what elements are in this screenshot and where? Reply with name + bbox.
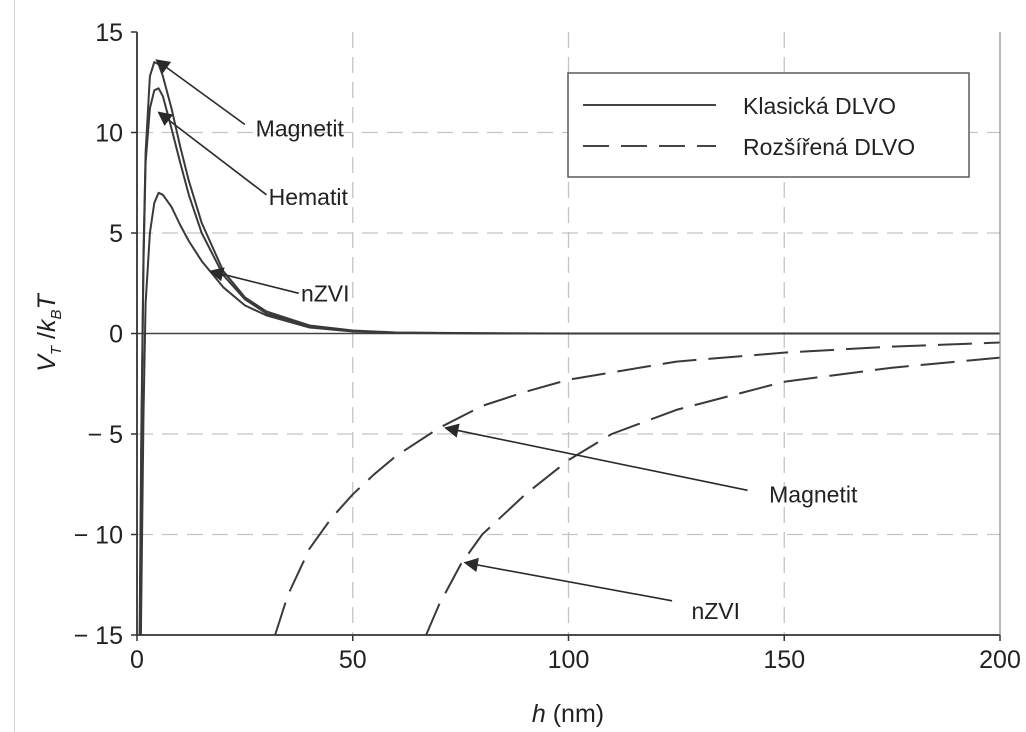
y-axis-label: VT /kBT	[33, 293, 65, 372]
annotation-arrow	[157, 111, 267, 196]
y-tick-label: 15	[95, 19, 123, 47]
x-tick-label: 100	[548, 646, 590, 674]
axes	[131, 31, 1001, 641]
annotation-arrow	[444, 423, 748, 492]
x-tick-label: 200	[979, 646, 1021, 674]
series-group	[138, 61, 1001, 636]
legend-box	[567, 72, 970, 178]
annotation-label: Magnetit	[769, 481, 858, 507]
legend-label-extended: Rozšířená DLVO	[743, 134, 915, 160]
legend: Klasická DLVO Rozšířená DLVO	[567, 72, 970, 178]
y-tick-label: 10	[95, 120, 123, 148]
series-line-4	[274, 341, 1001, 636]
annotation-label: nZVI	[301, 280, 350, 306]
annotations: Magnetit Hematit nZVI Magnetit nZVI	[155, 59, 858, 624]
y-tick-label: 0	[109, 321, 123, 349]
annotation-arrow	[463, 557, 673, 602]
annotation-arrow	[208, 267, 300, 295]
x-tick-label: 0	[130, 646, 144, 674]
y-tick-label: − 5	[88, 421, 123, 449]
y-tick-label: − 10	[74, 522, 123, 550]
y-tick-label: 5	[109, 220, 123, 248]
left-edge-rule	[14, 0, 15, 732]
annotation-arrow	[155, 59, 246, 126]
annotation-label: nZVI	[691, 598, 740, 624]
annotation-label: Hematit	[269, 184, 349, 210]
series-line-5	[425, 356, 1001, 636]
series-line-3	[139, 191, 1000, 636]
x-tick-label: 150	[763, 646, 805, 674]
x-tick-label: 50	[339, 646, 367, 674]
legend-label-classic: Klasická DLVO	[743, 93, 896, 119]
x-axis-label: h (nm)	[532, 700, 604, 728]
y-tick-label: − 15	[74, 622, 123, 650]
annotation-label: Magnetit	[256, 115, 345, 141]
